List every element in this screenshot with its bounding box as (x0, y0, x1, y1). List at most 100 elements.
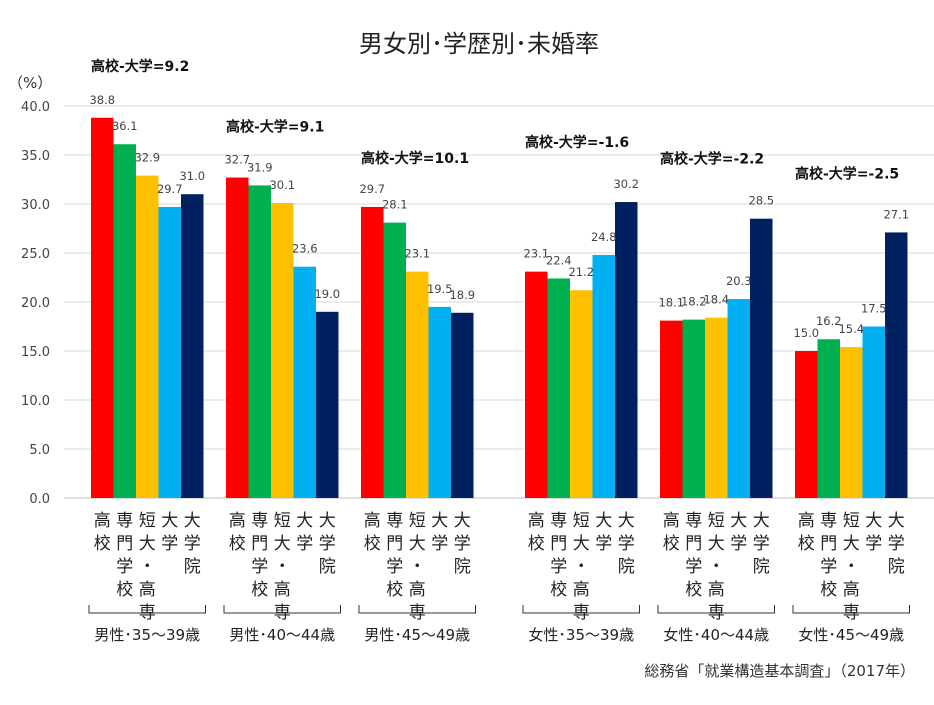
bar (361, 206, 384, 498)
bar (885, 232, 908, 499)
diff-annotation: 高校-大学=9.1 (226, 119, 324, 136)
bar (840, 347, 863, 498)
y-tick-label: 25.0 (21, 247, 50, 262)
education-label: 専 (386, 511, 403, 531)
bar-value-label: 23.6 (292, 242, 318, 256)
group-label: 男性･45〜49歳 (364, 626, 470, 644)
bar-value-label: 23.1 (523, 247, 549, 261)
education-label: 院 (184, 557, 201, 577)
education-label: 学 (116, 557, 133, 577)
education-label: 学 (251, 557, 268, 577)
education-label: 校 (820, 580, 837, 600)
bar-value-label: 23.1 (404, 247, 430, 261)
education-label: 門 (386, 534, 403, 554)
education-label: 院 (888, 557, 905, 577)
education-label: 校 (386, 580, 403, 600)
value-labels: 38.836.132.929.731.032.731.930.123.619.0… (89, 93, 909, 340)
education-label: 大 (708, 534, 725, 554)
bar (705, 317, 728, 498)
bar (451, 312, 474, 498)
bar (727, 299, 750, 498)
bar (750, 218, 773, 498)
education-label: 校 (798, 534, 815, 554)
y-tick-label: 0.0 (29, 492, 50, 507)
education-label: 学 (386, 557, 403, 577)
education-label: 大 (431, 511, 448, 531)
education-label: 門 (820, 534, 837, 554)
education-label: 大 (888, 511, 905, 531)
education-label: 校 (251, 580, 268, 600)
education-label: ・ (409, 557, 426, 577)
bar-value-label: 24.8 (591, 230, 617, 244)
education-label: ・ (139, 557, 156, 577)
education-label: 学 (753, 534, 770, 554)
education-label: 学 (595, 534, 612, 554)
bar-value-label: 36.1 (112, 119, 138, 133)
bar (660, 320, 683, 498)
education-label: 校 (94, 534, 111, 554)
education-label: 大 (161, 511, 178, 531)
education-label: 学 (431, 534, 448, 554)
y-tick-label: 10.0 (21, 394, 50, 409)
group-label: 女性･40〜44歳 (663, 626, 769, 644)
education-label: 高 (274, 580, 291, 600)
education-label: 大 (573, 534, 590, 554)
group-bracket (223, 605, 341, 614)
education-label: 門 (685, 534, 702, 554)
education-label: 高 (409, 580, 426, 600)
group-bracket (792, 605, 910, 614)
education-label: 大 (274, 534, 291, 554)
education-label: 大 (296, 511, 313, 531)
education-label: 高 (663, 511, 680, 531)
education-label: 大 (730, 511, 747, 531)
education-label: 大 (184, 511, 201, 531)
group-bracket (657, 605, 775, 614)
bar-value-label: 38.8 (89, 93, 115, 107)
y-axis-ticks: 0.0 5.0 10.0 15.0 20.0 25.0 30.0 35.0 40.0 (21, 100, 50, 507)
y-tick-label: 5.0 (29, 443, 50, 458)
bar-value-label: 15.0 (793, 326, 819, 340)
y-tick-label: 15.0 (21, 345, 50, 360)
bar (406, 271, 429, 498)
education-label: 大 (454, 511, 471, 531)
group-label: 女性･35〜39歳 (528, 626, 634, 644)
education-label: ・ (708, 557, 725, 577)
group-label: 男性･40〜44歳 (229, 626, 335, 644)
bar (226, 177, 249, 499)
diff-annotation: 高校-大学=9.2 (91, 58, 189, 75)
bar-value-label: 19.0 (314, 287, 340, 301)
education-label: 校 (528, 534, 545, 554)
education-label: 学 (550, 557, 567, 577)
y-tick-label: 20.0 (21, 296, 50, 311)
diff-annotation: 高校-大学=-1.6 (525, 134, 629, 151)
education-label: 学 (685, 557, 702, 577)
bar-value-label: 20.3 (726, 274, 752, 288)
bar-value-label: 22.4 (546, 253, 572, 267)
education-label: 大 (139, 534, 156, 554)
bar-value-label: 30.2 (613, 177, 639, 191)
bar (795, 351, 818, 498)
bars (91, 117, 908, 499)
bar (91, 117, 114, 498)
y-tick-label: 35.0 (21, 149, 50, 164)
bar (181, 194, 204, 498)
group-bracket (358, 605, 476, 614)
bar-value-label: 18.1 (658, 296, 684, 310)
bar (248, 185, 271, 498)
bar-value-label: 28.5 (748, 194, 774, 208)
education-label: 専 (251, 511, 268, 531)
education-label: 校 (116, 580, 133, 600)
education-label: 門 (251, 534, 268, 554)
bar-value-label: 29.7 (157, 182, 183, 196)
education-label: 門 (116, 534, 133, 554)
education-label: 学 (888, 534, 905, 554)
y-tick-label: 40.0 (21, 100, 50, 115)
education-label: 高 (708, 580, 725, 600)
bar-value-label: 28.1 (382, 198, 408, 212)
education-label: 院 (753, 557, 770, 577)
education-label: 高 (798, 511, 815, 531)
education-label: 院 (618, 557, 635, 577)
source-note: 総務省「就業構造基本調査」（2017年） (644, 662, 915, 680)
education-label: 短 (274, 511, 291, 531)
group-bracket (88, 605, 206, 614)
